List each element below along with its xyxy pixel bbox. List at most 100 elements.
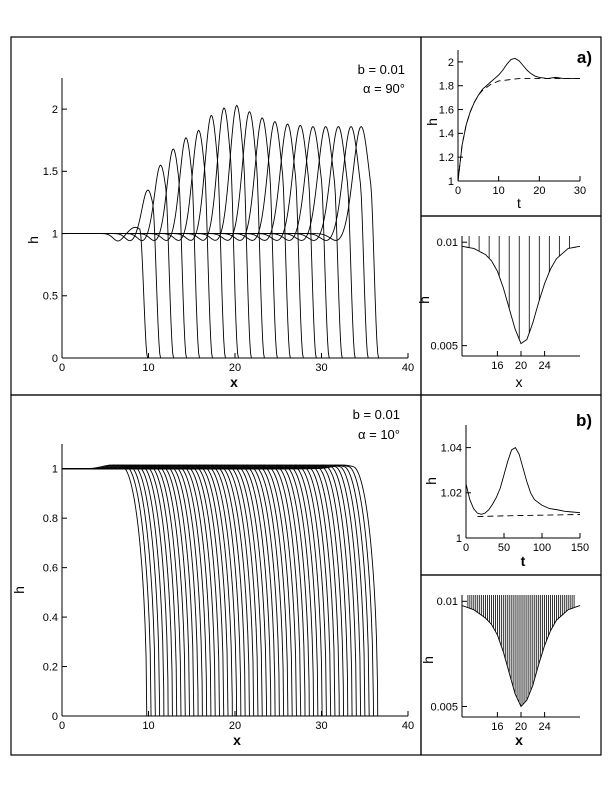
bottom-time-axes: 0 50 100 150 1 1.02 1.04: [441, 425, 589, 554]
top-precursor-curves: [461, 236, 581, 345]
top-precursor-series: [461, 245, 581, 345]
bottom-time-xlabel: t: [521, 553, 526, 569]
bottom-main-ytick-label: 0: [52, 711, 58, 723]
bottom-main-plot: 0 10 20 30 40 0 0.2 0.4 0.6 0.8 1 x h b = 0.01 α =…: [11, 407, 414, 748]
top-main-xtick-label: 0: [59, 362, 65, 374]
top-main-profile: [62, 107, 239, 359]
top-precursor-xtick-label: 16: [491, 360, 503, 372]
top-precursor-ylabel: h: [416, 296, 432, 304]
bottom-time-ylabel: h: [423, 477, 439, 485]
top-main-xlabel: x: [230, 374, 238, 390]
top-time-xlabel: t: [517, 195, 521, 211]
top-precursor-ytick-label: 0.005: [430, 341, 458, 353]
bottom-precursor-xtick-label: 24: [538, 721, 550, 733]
top-precursor-xtick-label: 20: [515, 360, 527, 372]
top-main-xtick-label: 10: [142, 362, 154, 374]
bottom-param-b: b = 0.01: [353, 407, 400, 422]
bottom-time-xtick-label: 0: [463, 542, 469, 554]
top-time-ytick-label: 1.2: [439, 152, 454, 164]
top-time-dashed-series: [457, 78, 580, 182]
bottom-main-axes: 0 10 20 30 40 0 0.2 0.4 0.6 0.8 1: [43, 444, 414, 732]
top-main-profile: [62, 111, 265, 359]
bottom-param-alpha: α = 10°: [358, 427, 400, 442]
bottom-main-profile: [62, 464, 357, 717]
top-time-curves: [457, 57, 580, 182]
top-main-profile: [62, 137, 200, 359]
top-precursor-ytick-label: 0.01: [437, 237, 458, 249]
bottom-time-ytick-label: 1.04: [441, 442, 462, 454]
top-main-profile: [62, 126, 343, 359]
bottom-time-plot: 0 50 100 150 1 1.02 1.04 t h b): [423, 411, 592, 569]
bottom-main-profile: [62, 464, 186, 717]
frame-bottom-main: [10, 394, 422, 756]
top-main-ytick-label: 1: [52, 228, 58, 240]
bottom-main-xtick-label: 20: [229, 720, 241, 732]
top-time-ytick-label: 1.4: [439, 128, 454, 140]
bottom-precursor-curves: [461, 595, 581, 708]
top-main-xtick-label: 20: [229, 362, 241, 374]
bottom-main-profile: [62, 464, 280, 717]
top-param-alpha: α = 90°: [363, 81, 405, 96]
bottom-time-xtick-label: 150: [571, 542, 589, 554]
bottom-main-ytick-label: 0.4: [43, 612, 58, 624]
top-time-tag: a): [577, 48, 592, 67]
bottom-main-profile: [62, 464, 161, 717]
top-main-profile: [62, 148, 188, 359]
bottom-precursor-axes: 16 20 24 0.005 0.01: [430, 595, 580, 733]
bottom-time-ytick-label: 1: [456, 533, 462, 545]
top-time-plot: 0 10 20 30 1 1.2 1.4 1.6 1.8 2 t h a): [424, 48, 592, 211]
bottom-main-xtick-label: 0: [59, 720, 65, 732]
bottom-time-dashed-series: [477, 514, 581, 517]
bottom-main-ytick-label: 1: [52, 464, 58, 476]
bottom-time-xtick-label: 100: [533, 542, 551, 554]
top-main-profile: [62, 124, 317, 359]
top-main-profile: [62, 123, 304, 359]
bottom-main-profile: [62, 464, 340, 717]
bottom-main-ytick-label: 0.2: [43, 661, 58, 673]
top-param-b: b = 0.01: [358, 62, 405, 77]
bottom-main-xtick-label: 30: [315, 720, 327, 732]
top-main-ytick-label: 0: [52, 353, 58, 365]
bottom-precursor-ytick-label: 0.005: [430, 701, 458, 713]
bottom-main-profile: [62, 464, 148, 717]
bottom-main-profile: [62, 464, 220, 717]
top-main-profile: [62, 125, 330, 359]
bottom-time-curves: [465, 446, 581, 517]
top-time-ylabel: h: [424, 118, 440, 126]
bottom-main-profile: [62, 464, 379, 717]
bottom-precursor-plot: 16 20 24 0.005 0.01 x h: [420, 595, 581, 748]
top-main-ytick-label: 1.5: [43, 166, 58, 178]
bottom-main-ytick-label: 0.6: [43, 562, 58, 574]
bottom-time-xtick-label: 50: [498, 542, 510, 554]
top-precursor-xlabel: x: [516, 374, 523, 390]
bottom-main-profile: [62, 464, 246, 717]
bottom-time-tag: b): [576, 411, 592, 430]
bottom-main-xlabel: x: [233, 732, 241, 748]
bottom-main-xtick-label: 40: [402, 720, 414, 732]
bottom-precursor-ylabel: h: [420, 656, 436, 664]
top-main-plot: 0 10 20 30 40 0 0.5 1 1.5 2 x h b = 0.01 α = 90°: [25, 62, 414, 390]
top-main-ytick-label: 2: [52, 104, 58, 116]
top-precursor-xtick-label: 24: [538, 360, 550, 372]
bottom-time-ytick-label: 1.02: [441, 488, 462, 500]
frame-bottom-precursor: [420, 574, 602, 756]
top-time-xtick-label: 0: [455, 185, 461, 197]
top-time-xtick-label: 10: [493, 185, 505, 197]
top-main-xtick-label: 30: [315, 362, 327, 374]
bottom-precursor-xtick-label: 20: [515, 721, 527, 733]
top-main-axes: 0 10 20 30 40 0 0.5 1 1.5 2: [43, 78, 414, 374]
bottom-main-xtick-label: 10: [142, 720, 154, 732]
top-time-ytick-label: 1: [448, 176, 454, 188]
top-main-ylabel: h: [25, 236, 41, 244]
bottom-main-curves: [62, 464, 379, 717]
bottom-precursor-xtick-label: 16: [491, 721, 503, 733]
top-main-profile: [62, 126, 369, 359]
bottom-main-profile: [62, 464, 366, 717]
top-main-profile: [62, 129, 213, 359]
top-main-profile: [62, 114, 226, 359]
top-main-profile: [62, 126, 380, 359]
top-precursor-plot: 16 20 24 0.005 0.01 x h: [416, 236, 581, 390]
top-main-profile: [62, 226, 149, 359]
bottom-main-profile: [62, 464, 190, 717]
